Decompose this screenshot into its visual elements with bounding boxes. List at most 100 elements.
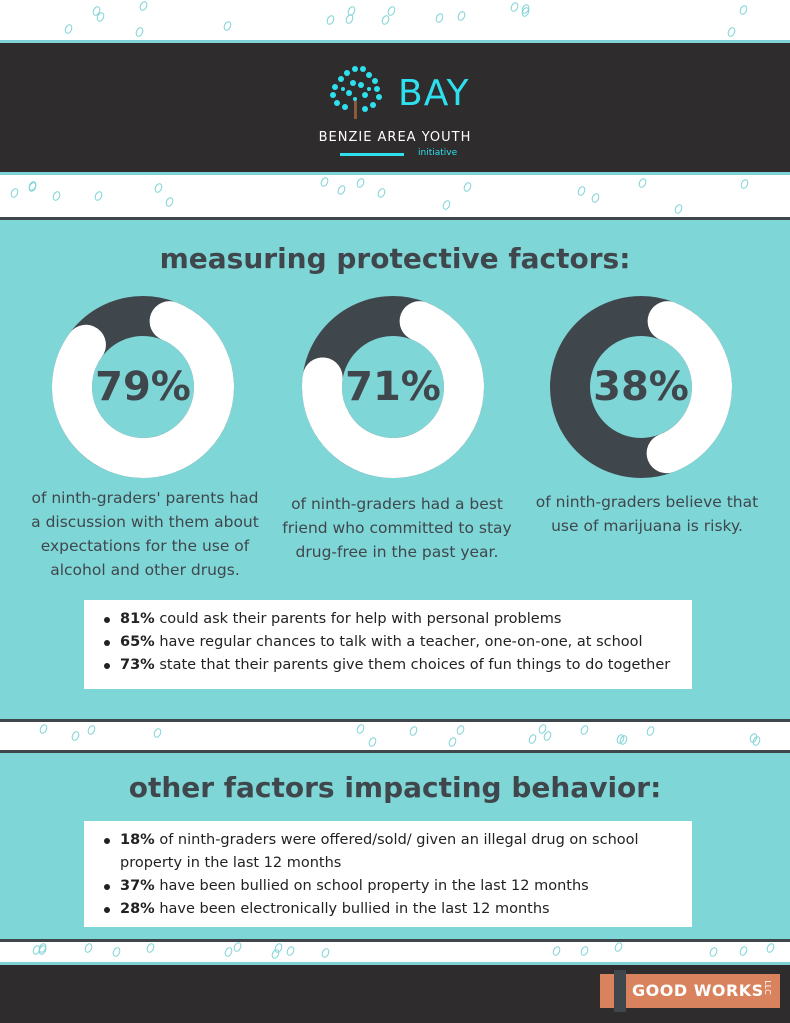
stats-list: 81% could ask their parents for help wit…: [104, 608, 678, 677]
pattern-dot: [367, 735, 378, 749]
pattern-dot: [346, 4, 357, 18]
donut-percentage: 71%: [345, 364, 441, 410]
pattern-dot: [134, 25, 145, 39]
caption-line: use of marijuana is risky.: [551, 517, 743, 535]
pattern-dot: [447, 735, 458, 749]
list-item: 73% state that their parents give them c…: [104, 654, 678, 677]
stat-text: of ninth-graders were offered/sold/ give…: [120, 832, 639, 871]
pattern-dot: [739, 177, 750, 191]
pattern-dot: [726, 25, 737, 39]
donut-chart: 79%: [48, 292, 238, 482]
stat-caption: of ninth-graders had a best friend who c…: [272, 492, 522, 564]
caption-line: of ninth-graders' parents had: [31, 489, 259, 507]
pattern-dot: [456, 9, 467, 23]
pattern-dot: [386, 4, 397, 18]
pattern-dot: [738, 3, 749, 17]
pattern-dot: [223, 945, 234, 959]
stat-value: 81%: [120, 611, 155, 627]
pattern-dot: [355, 177, 366, 190]
protective-factors-section: measuring protective factors: 79% 71% 38…: [0, 217, 790, 722]
good-works-logo: GOOD WORKS LLC: [600, 970, 780, 1012]
pattern-dot: [145, 942, 156, 955]
pattern-dot: [38, 722, 49, 736]
pattern-dot: [273, 942, 284, 955]
pattern-dot: [152, 726, 163, 740]
stat-value: 37%: [120, 878, 155, 894]
pattern-dot: [138, 0, 149, 13]
pattern-dot: [319, 177, 330, 189]
pattern-dot: [63, 22, 74, 36]
list-item: 65% have regular chances to talk with a …: [104, 631, 678, 654]
pattern-dot: [70, 729, 81, 743]
donut-chart: 71%: [298, 292, 488, 482]
donut-value-arc: [302, 296, 484, 478]
stat-value: 73%: [120, 657, 155, 673]
caption-line: drug-free in the past year.: [295, 543, 499, 561]
stat-value: 18%: [120, 832, 155, 848]
pattern-dot: [551, 944, 562, 958]
pattern-dot: [645, 724, 656, 738]
pattern-dot: [355, 722, 366, 736]
donut-value-arc: [51, 296, 234, 478]
section-title: measuring protective factors:: [159, 242, 631, 275]
caption-line: a discussion with them about: [31, 513, 259, 531]
pattern-dot: [232, 942, 243, 954]
stats-list-box: 81% could ask their parents for help wit…: [84, 600, 692, 689]
logo-tag: [600, 974, 780, 1008]
pattern-dot: [408, 724, 419, 738]
stat-text: state that their parents give them choic…: [154, 657, 671, 673]
pattern-band: [0, 722, 790, 750]
pattern-dot: [336, 183, 347, 197]
stat-value: 65%: [120, 634, 155, 650]
pattern-dot: [376, 186, 387, 200]
tree-logo-icon: [330, 66, 382, 119]
stat-text: have been bullied on school property in …: [154, 878, 589, 894]
logo-wordmark: BAY: [398, 73, 470, 114]
stat-text: have regular chances to talk with a teac…: [154, 634, 643, 650]
header: BAY BENZIE AREA YOUTH initiative: [0, 40, 790, 175]
stat-text: have been electronically bullied in the …: [154, 901, 550, 917]
donut-value-arc: [550, 296, 732, 478]
logo-underline: [340, 153, 404, 156]
top-pattern-band: [0, 0, 790, 40]
pattern-dot: [164, 195, 175, 209]
pattern-band: [0, 177, 790, 217]
pattern-dot: [708, 945, 719, 959]
pattern-dot: [51, 189, 62, 203]
stat-text: could ask their parents for help with pe…: [154, 611, 562, 627]
donut-graphic: [550, 296, 732, 478]
section-title: other factors impacting behavior:: [128, 771, 662, 804]
pattern-dot: [83, 942, 94, 955]
caption-line: of ninth-graders believe that: [535, 493, 759, 511]
pattern-dot: [86, 723, 97, 737]
pattern-dot: [285, 944, 296, 958]
pattern-dot: [462, 180, 473, 194]
footer: GOOD WORKS LLC: [0, 962, 790, 1023]
pattern-dot: [579, 723, 590, 737]
pattern-dot: [325, 13, 336, 27]
pattern-dot: [93, 189, 104, 203]
caption-line: alcohol and other drugs.: [50, 561, 240, 579]
stat-caption: of ninth-graders believe that use of mar…: [522, 490, 772, 538]
pattern-dot: [9, 186, 20, 200]
pattern-dot: [637, 177, 648, 190]
caption-line: friend who committed to stay: [282, 519, 512, 537]
pattern-dot: [455, 723, 466, 737]
pattern-dot: [441, 198, 452, 212]
pattern-dot: [320, 946, 331, 960]
logo-notch: [614, 970, 626, 1012]
pattern-dot: [576, 184, 587, 198]
logo-initiative: initiative: [418, 148, 458, 158]
donut-chart: 38%: [546, 292, 736, 482]
logo-suffix: LLC: [762, 980, 772, 995]
pattern-dot: [738, 944, 749, 958]
pattern-dot: [111, 945, 122, 959]
pattern-band: [0, 942, 790, 962]
list-item: 28% have been electronically bullied in …: [104, 898, 678, 921]
stat-value: 28%: [120, 901, 155, 917]
pattern-dot: [527, 732, 538, 746]
list-item: 18% of ninth-graders were offered/sold/ …: [104, 829, 678, 875]
pattern-dot: [765, 942, 776, 955]
donut-percentage: 79%: [95, 364, 191, 410]
stats-list: 18% of ninth-graders were offered/sold/ …: [104, 829, 678, 921]
